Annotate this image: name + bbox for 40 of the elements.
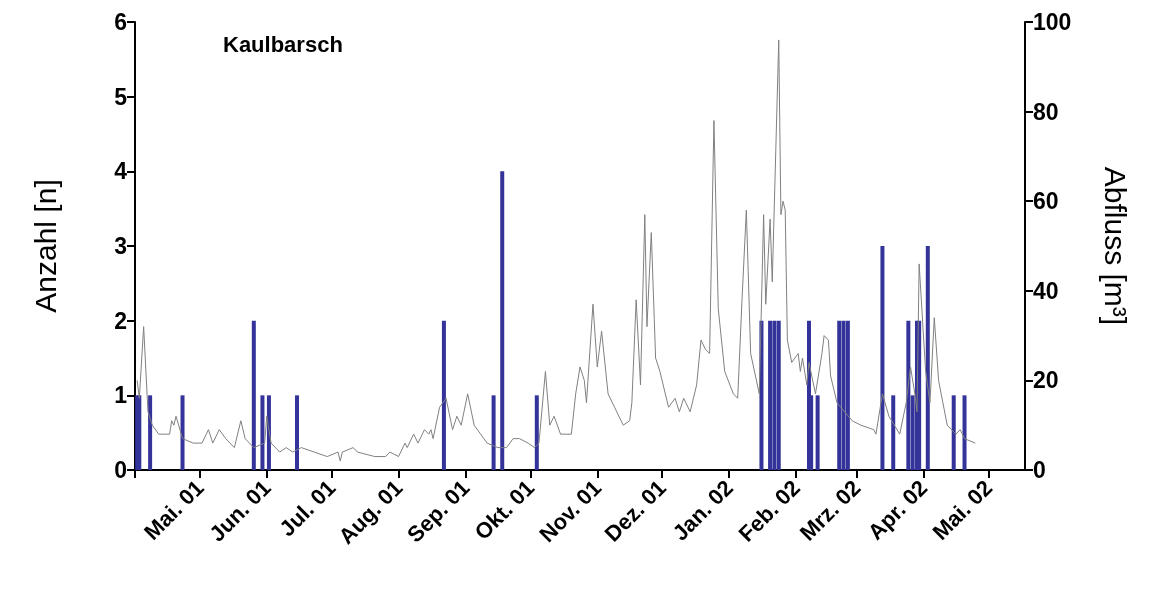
bar (891, 395, 896, 470)
bar (491, 395, 496, 470)
y2-tick-label: 20 (1033, 367, 1059, 394)
x-tick-label: Jul. 01 (274, 475, 341, 542)
x-tick-label: Jan. 02 (667, 475, 738, 546)
chart-title: Kaulbarsch (223, 31, 343, 57)
bar (180, 395, 185, 470)
bar (768, 320, 773, 470)
y2-tick-label: 0 (1033, 457, 1046, 483)
y2-tick-label: 60 (1033, 188, 1059, 215)
bar (534, 395, 539, 470)
bar (441, 320, 446, 470)
bar (776, 320, 781, 470)
bar (841, 320, 846, 470)
bar (815, 395, 820, 470)
y2-axis-title: Abfluss [m³] (1098, 166, 1132, 326)
bar (772, 320, 777, 470)
y-tick-label: 5 (114, 83, 128, 110)
y-axis-title: Anzahl [n] (28, 179, 62, 313)
y2-tick-label: 100 (1033, 9, 1072, 35)
bar (962, 395, 967, 470)
bar (880, 246, 885, 470)
bar (260, 395, 265, 470)
bar (251, 320, 256, 470)
y-tick-label: 3 (114, 233, 127, 259)
y2-tick-label: 40 (1033, 277, 1059, 304)
bar (925, 246, 930, 470)
bar (148, 395, 153, 470)
y-tick-label: 6 (114, 9, 127, 35)
y2-tick-label: 80 (1033, 98, 1059, 125)
bar (951, 395, 956, 470)
y-tick-label: 4 (114, 158, 128, 185)
bar (845, 320, 850, 470)
y-tick-label: 2 (114, 307, 127, 334)
bar (837, 320, 842, 470)
y-tick-label: 1 (114, 382, 128, 409)
bar (295, 395, 300, 470)
bar (500, 171, 505, 470)
y-tick-label: 0 (114, 457, 127, 483)
bar (906, 320, 911, 470)
